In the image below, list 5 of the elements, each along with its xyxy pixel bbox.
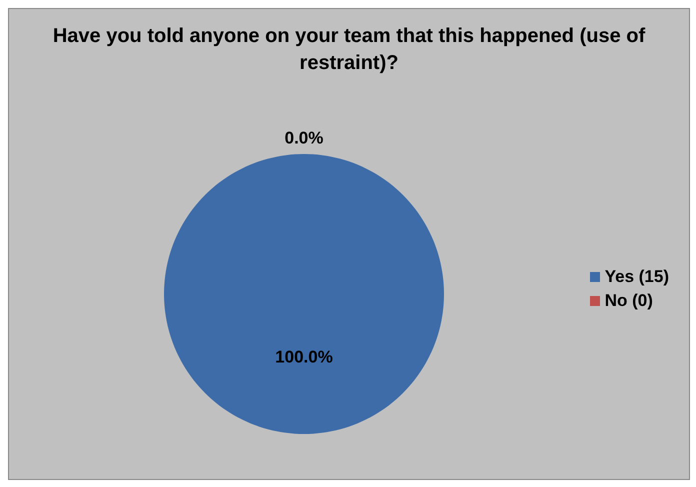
text: 0.0% xyxy=(284,128,324,148)
legend-label: No (0) xyxy=(604,291,653,311)
legend-label: Yes (15) xyxy=(604,267,669,287)
chart-title: Have you told anyone on your team that this happened (use of restraint)? xyxy=(52,24,646,76)
data-label: 100.0% xyxy=(275,348,333,366)
